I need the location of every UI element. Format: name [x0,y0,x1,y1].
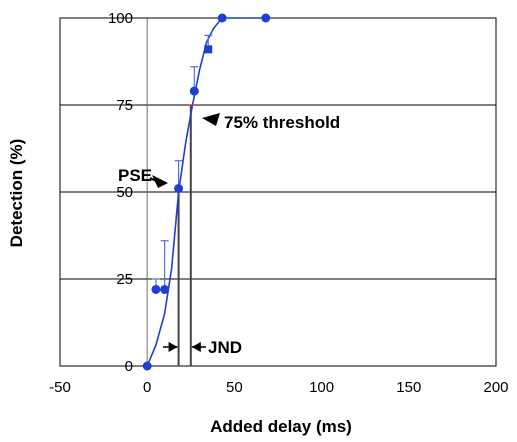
x-tick-label-100: 100 [309,379,334,396]
data-point-7 [261,13,271,23]
arrow-pse-shaft [149,177,163,185]
data-point-2 [160,284,170,294]
annotation-pse: PSE [118,166,152,185]
y-tick-label-100: 100 [108,10,133,27]
reference-lines [142,17,192,367]
annotation-jnd: JND [208,338,242,357]
x-axis-label: Added delay (ms) [210,417,352,436]
data-point-5 [204,45,213,54]
data-point-6 [217,13,227,23]
y-tick-label-0: 0 [125,358,133,375]
fit-curve [146,17,266,367]
y-tick-label-75: 75 [116,97,133,114]
data-point-3 [174,184,184,194]
y-tick-label-25: 25 [116,271,133,288]
y-axis-label: Detection (%) [7,139,26,248]
data-point-1 [151,284,161,294]
x-tick-label-200: 200 [483,379,508,396]
data-series [142,13,271,371]
x-tick-label-50: 50 [226,379,243,396]
jnd-arrow-left-icon [168,342,178,352]
gridlines [59,17,497,367]
x-tick-label--50: -50 [49,379,71,396]
x-tick-label-150: 150 [396,379,421,396]
annotations: PSE 75% threshold JND [118,113,340,357]
annotation-threshold: 75% threshold [224,113,340,132]
data-point-0 [142,361,152,371]
data-point-4 [189,86,199,96]
jnd-arrow-right-icon [191,342,201,352]
y-tick-label-50: 50 [116,184,133,201]
tick-labels: 0 25 50 75 100 -50 0 50 100 150 200 [49,10,508,396]
arrow-threshold-icon [202,113,220,126]
arrow-pse-icon [152,175,168,188]
x-tick-label-0: 0 [143,379,151,396]
